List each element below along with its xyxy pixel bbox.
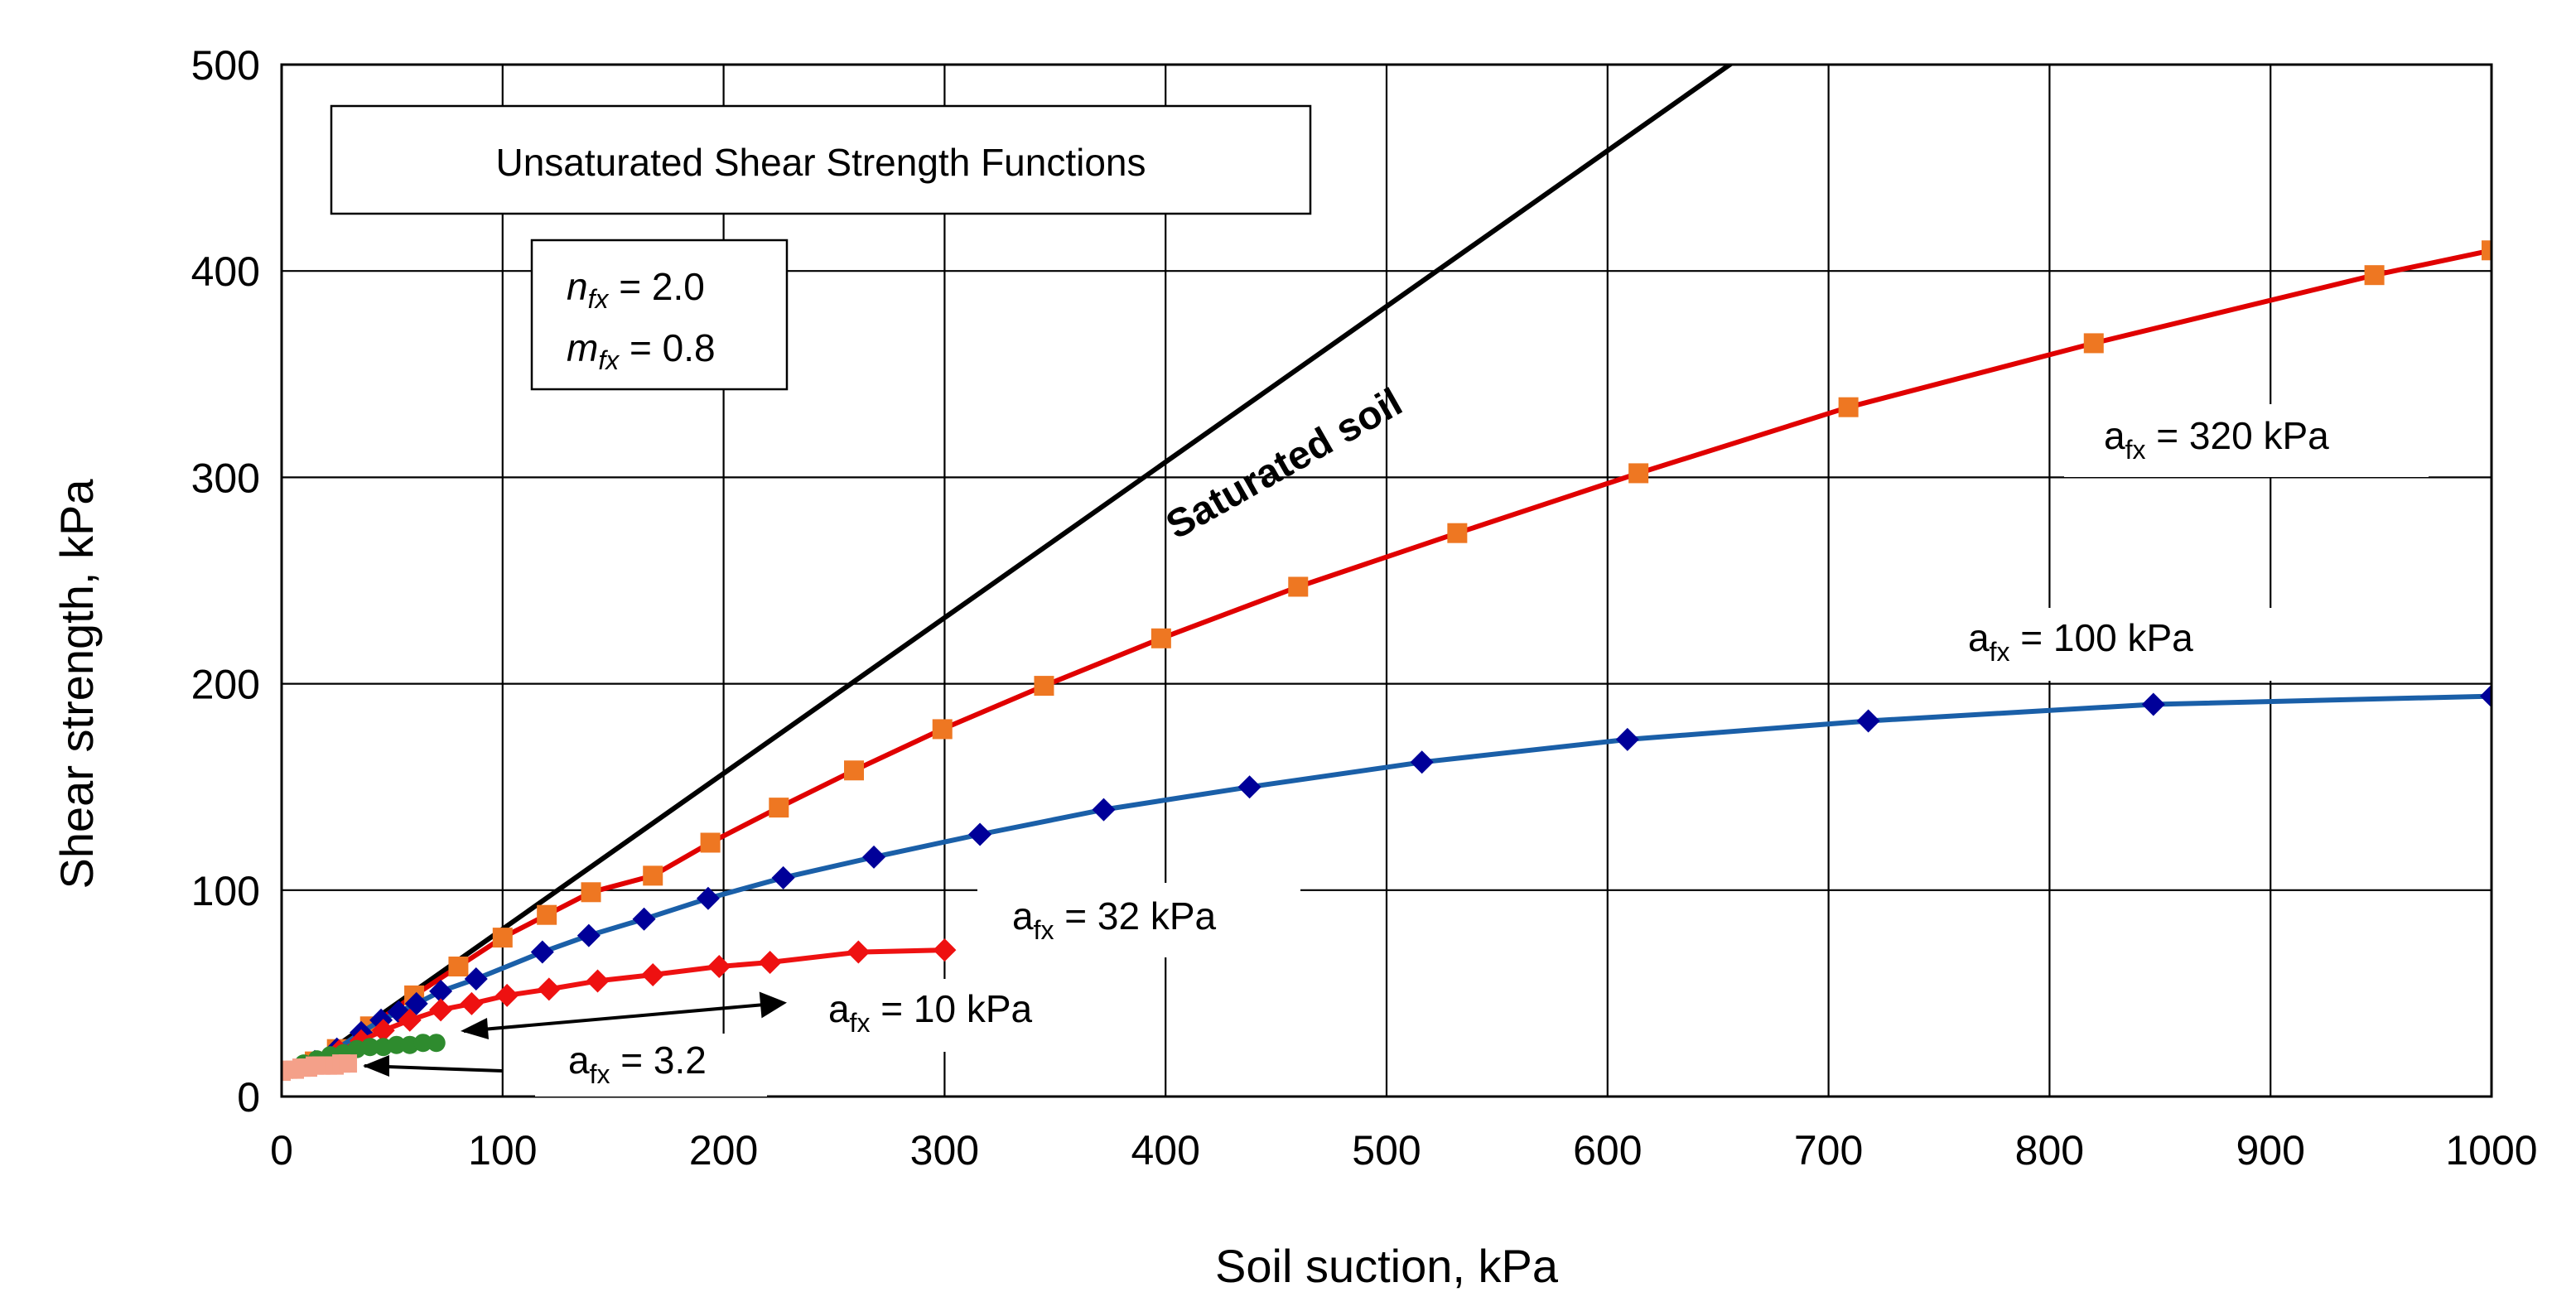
- data-point: [932, 719, 953, 740]
- x-tick-label: 300: [910, 1127, 979, 1174]
- x-tick-label: 900: [2236, 1127, 2304, 1174]
- data-point: [413, 1034, 432, 1053]
- data-point: [464, 967, 488, 991]
- data-point: [968, 822, 992, 846]
- x-tick-label: 200: [689, 1127, 758, 1174]
- svg-text:afx = 3.2: afx = 3.2: [568, 1039, 707, 1089]
- data-point: [2482, 240, 2492, 261]
- data-point: [2480, 684, 2492, 708]
- y-tick-label: 400: [191, 248, 260, 295]
- data-point: [429, 979, 453, 1003]
- arrow-a10: [463, 991, 787, 1033]
- data-point: [632, 907, 656, 931]
- data-point: [460, 991, 484, 1015]
- label-a32: afx = 32 kPa: [977, 883, 1300, 957]
- arrowhead-a10: [461, 1018, 489, 1039]
- svg-text:afx = 32 kPa: afx = 32 kPa: [1012, 894, 1217, 945]
- x-axis-title: Soil suction, kPa: [1215, 1240, 1559, 1292]
- data-point: [771, 865, 795, 889]
- label-a10: afx = 10 kPa: [795, 979, 1118, 1052]
- data-point: [537, 977, 561, 1001]
- data-point: [933, 938, 957, 962]
- data-point: [1856, 709, 1880, 733]
- label-a320: afx = 320 kPa: [2064, 404, 2429, 477]
- x-tick-label: 500: [1352, 1127, 1421, 1174]
- data-point: [581, 882, 601, 903]
- x-tick-label: 0: [270, 1127, 293, 1174]
- series-line-a-fx-320-kpa: [313, 248, 2492, 1064]
- svg-text:afx = 320 kPa: afx = 320 kPa: [2104, 414, 2329, 465]
- grid: [282, 65, 2492, 1097]
- series-layer: [282, 65, 2492, 1082]
- series-a-fx-3-2: [282, 1054, 358, 1082]
- label-a3: afx = 3.2: [535, 1034, 767, 1097]
- x-tick-label: 700: [1794, 1127, 1863, 1174]
- x-tick-label: 800: [2015, 1127, 2084, 1174]
- data-point: [398, 1008, 422, 1032]
- data-point: [2083, 333, 2104, 354]
- x-tick-label: 100: [468, 1127, 537, 1174]
- data-point: [339, 1054, 358, 1073]
- data-point: [360, 1038, 379, 1057]
- tick-labels: 0 100 200 300 400 500 600 700 800 900 1000 0 100 200 3…: [191, 42, 2538, 1174]
- data-point: [1410, 750, 1434, 774]
- label-a100: afx = 100 kPa: [1933, 608, 2289, 681]
- data-point: [1237, 775, 1261, 799]
- data-point: [1151, 628, 1171, 648]
- data-point: [1092, 798, 1116, 822]
- data-point: [700, 832, 721, 853]
- data-point: [844, 760, 865, 781]
- data-point: [707, 955, 731, 979]
- y-tick-label: 0: [237, 1074, 260, 1121]
- series-saturated-soil: [313, 65, 1734, 1064]
- series-line-a-fx-100-kpa: [313, 693, 2492, 1064]
- x-tick-label: 1000: [2445, 1127, 2537, 1174]
- data-point: [1838, 397, 1859, 417]
- data-point: [1288, 576, 1309, 597]
- data-point: [643, 865, 663, 886]
- data-point: [371, 1019, 395, 1043]
- data-point: [1615, 727, 1639, 751]
- svg-text:afx = 10 kPa: afx = 10 kPa: [828, 987, 1033, 1038]
- x-tick-label: 600: [1573, 1127, 1642, 1174]
- y-tick-label: 500: [191, 42, 260, 89]
- data-point: [1447, 523, 1468, 543]
- data-point: [427, 1034, 446, 1053]
- data-point: [576, 923, 601, 947]
- data-point: [847, 940, 871, 964]
- y-tick-label: 100: [191, 868, 260, 914]
- data-point: [429, 998, 453, 1022]
- svg-text:afx = 100 kPa: afx = 100 kPa: [1968, 616, 2193, 667]
- title-box: Unsaturated Shear Strength Functions: [330, 104, 1312, 215]
- n-fx-param: nfx = 2.0: [567, 265, 705, 314]
- data-point: [641, 962, 665, 986]
- data-point: [1034, 676, 1054, 697]
- chart-title: Unsaturated Shear Strength Functions: [495, 141, 1146, 184]
- data-point: [537, 904, 557, 925]
- data-point: [586, 969, 610, 993]
- data-point: [492, 928, 513, 948]
- y-tick-label: 300: [191, 455, 260, 501]
- arrowhead-a3: [363, 1055, 389, 1077]
- data-point: [530, 940, 554, 964]
- data-point: [862, 845, 886, 869]
- data-point: [696, 886, 720, 910]
- data-point: [2141, 692, 2165, 716]
- plot-border: [280, 63, 2493, 1098]
- data-point: [2364, 265, 2385, 286]
- data-point: [387, 1035, 406, 1054]
- data-point: [769, 798, 789, 818]
- data-point: [448, 957, 469, 977]
- y-axis-title: Shear strength, kPa: [51, 479, 103, 889]
- m-fx-param: mfx = 0.8: [567, 326, 716, 375]
- series-line-saturated-soil: [313, 65, 1734, 1064]
- data-point: [1628, 463, 1649, 484]
- y-tick-label: 200: [191, 662, 260, 708]
- parameter-box: nfx = 2.0 mfx = 0.8: [530, 239, 789, 391]
- data-point: [495, 983, 519, 1007]
- x-tick-label: 400: [1131, 1127, 1199, 1174]
- data-point: [758, 951, 782, 975]
